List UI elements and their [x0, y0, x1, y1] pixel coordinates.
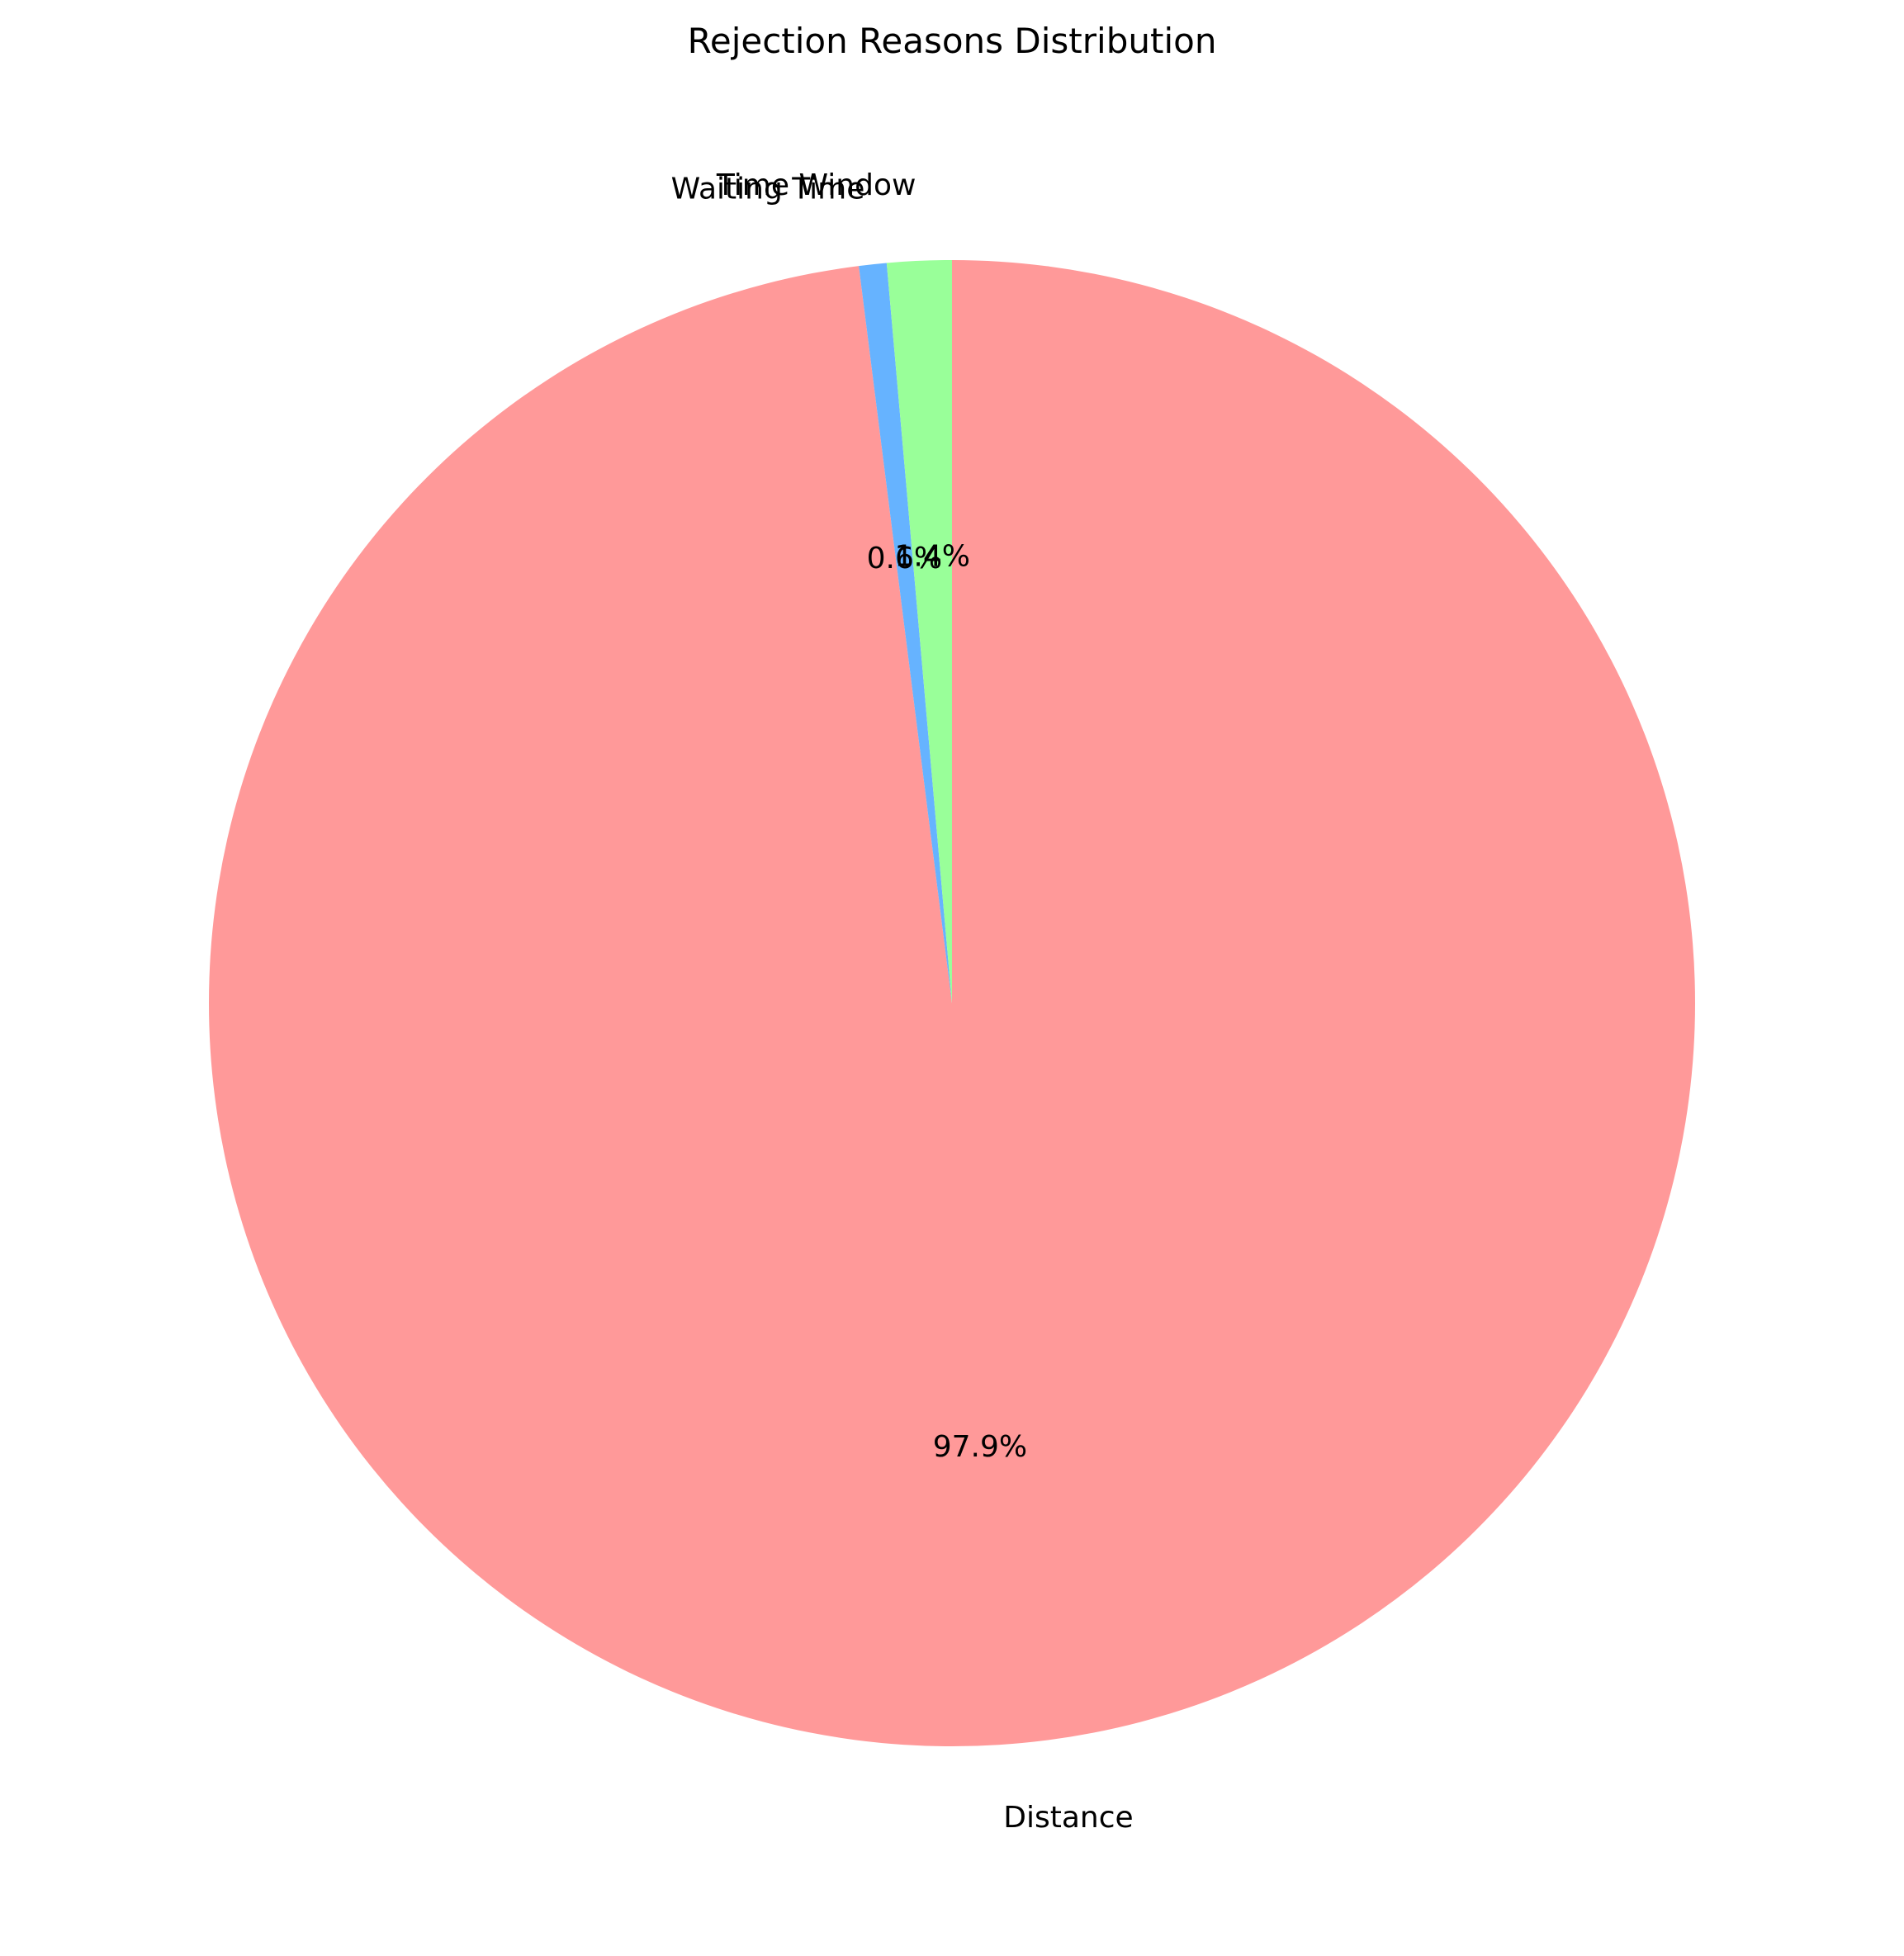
slice-label-waiting-time: Waiting Time — [671, 173, 865, 206]
pie-slices — [208, 260, 1695, 1746]
pct-label-waiting-time: 0.6% — [867, 542, 942, 575]
pie-slice-waiting-time — [859, 263, 952, 1004]
pie-labels: Distance 97.9% Waiting Time 0.6% Time Window… — [671, 168, 1134, 1835]
pct-label-time-window: 1.4% — [894, 540, 969, 574]
slice-label-distance: Distance — [1003, 1801, 1133, 1835]
pct-label-distance: 97.9% — [933, 1430, 1027, 1464]
chart-title: Rejection Reasons Distribution — [688, 21, 1217, 61]
slice-label-time-window: Time Window — [716, 168, 916, 202]
pie-slice-time-window — [886, 260, 952, 1003]
